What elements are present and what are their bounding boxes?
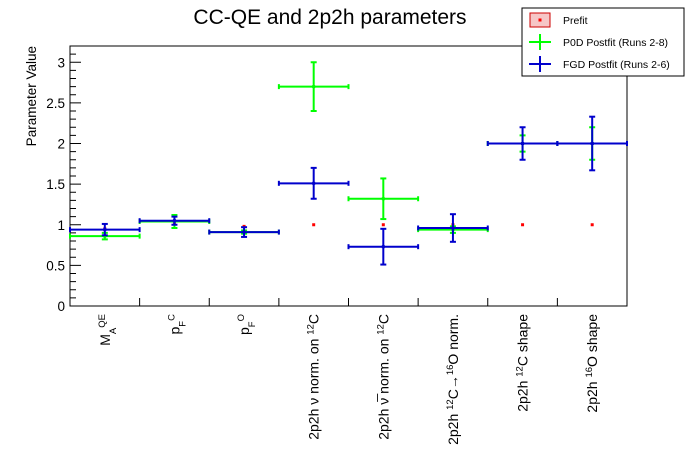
y-tick-label: 0.5 bbox=[46, 258, 65, 273]
y-tick-label: 1 bbox=[57, 218, 65, 233]
x-category-label: 2p2h 16O shape bbox=[584, 314, 601, 413]
legend: Prefit P0D Postfit (Runs 2-8) FGD Postfi… bbox=[521, 7, 685, 77]
legend-p0d-label: P0D Postfit (Runs 2-8) bbox=[563, 37, 668, 49]
x-category-label: pFO bbox=[236, 314, 258, 335]
x-category-label: pFC bbox=[166, 314, 188, 335]
y-tick-label: 2 bbox=[57, 137, 65, 152]
legend-prefit-label: Prefit bbox=[563, 15, 588, 27]
data-point bbox=[242, 230, 246, 234]
x-category-label: 2p2h 12C→16O norm. bbox=[444, 314, 461, 445]
data-point bbox=[381, 223, 385, 227]
y-tick-label: 2.5 bbox=[46, 96, 65, 111]
data-point bbox=[590, 223, 594, 227]
data-point bbox=[312, 181, 316, 185]
y-axis-label: Parameter Value bbox=[24, 46, 39, 146]
x-category-label: MAQE bbox=[96, 314, 118, 346]
x-axis bbox=[139, 298, 558, 306]
y-tick-label: 3 bbox=[57, 55, 65, 70]
category-labels: MAQE pFC pFO 2p2h ν norm. on 12C 2p2h ν̅ nor… bbox=[96, 314, 600, 445]
y-tick-label: 1.5 bbox=[46, 177, 65, 192]
legend-prefit-marker bbox=[538, 18, 542, 22]
series-1 bbox=[69, 61, 628, 241]
y-tick-label: 0 bbox=[57, 299, 65, 314]
series-layer bbox=[69, 61, 628, 266]
data-point bbox=[172, 219, 176, 223]
legend-fgd-label: FGD Postfit (Runs 2-6) bbox=[563, 59, 670, 71]
data-point bbox=[381, 245, 385, 249]
data-point bbox=[312, 223, 316, 227]
data-point bbox=[103, 228, 107, 232]
data-point bbox=[521, 142, 525, 145]
x-category-label: 2p2h ν̅ norm. on 12C bbox=[375, 314, 392, 440]
x-category-label: 2p2h 12C shape bbox=[514, 314, 531, 412]
series-2 bbox=[69, 115, 628, 266]
data-point bbox=[451, 226, 455, 230]
x-category-label: 2p2h ν norm. on 12C bbox=[305, 314, 322, 440]
data-point bbox=[521, 223, 525, 227]
data-point bbox=[590, 142, 594, 145]
data-point bbox=[381, 197, 385, 201]
chart-title: CC-QE and 2p2h parameters bbox=[193, 6, 466, 29]
y-axis: 0 0.5 1 1.5 2 2.5 3 bbox=[46, 45, 81, 314]
data-point bbox=[312, 85, 316, 89]
